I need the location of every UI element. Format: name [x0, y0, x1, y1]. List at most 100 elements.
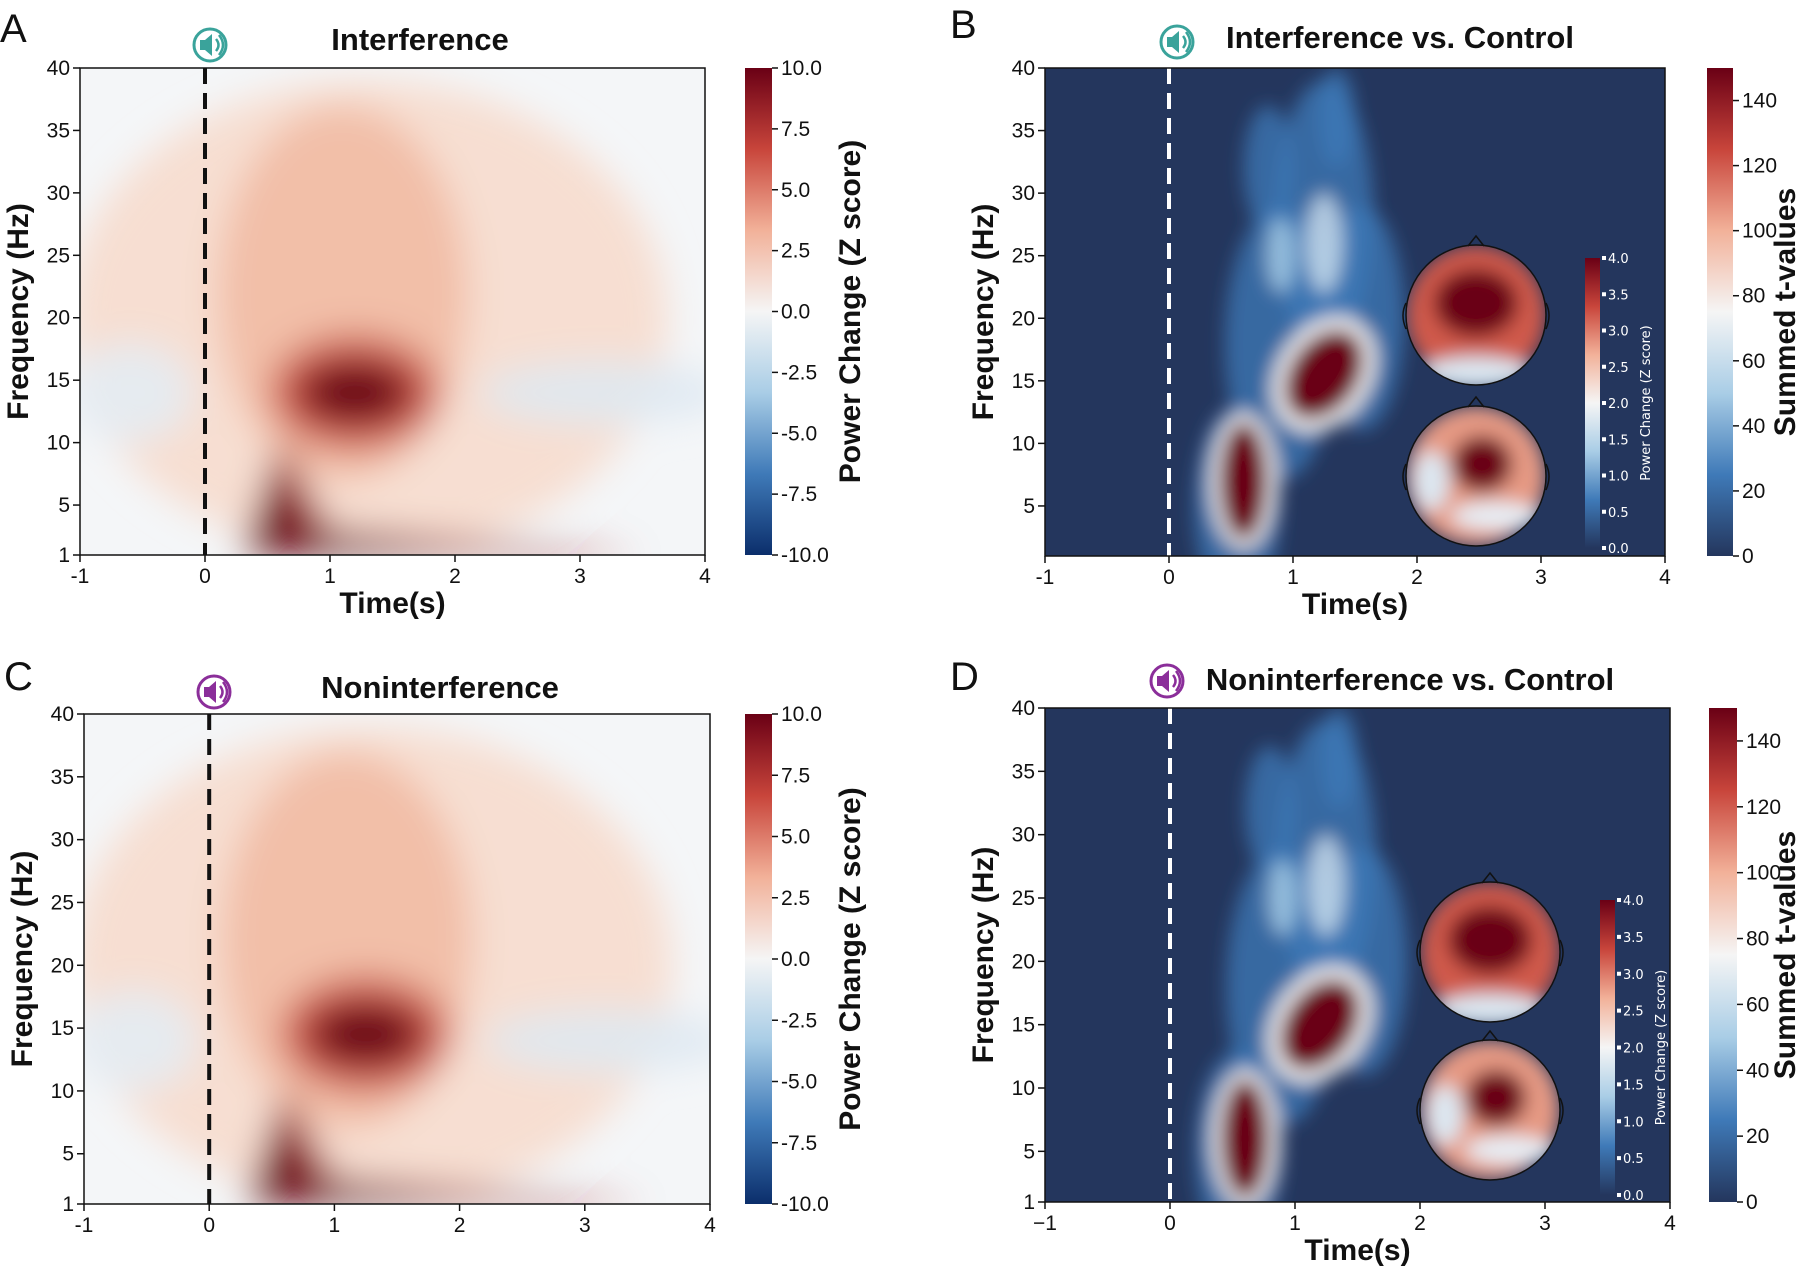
- topomap-colorbar-tick: [1617, 1193, 1621, 1197]
- x-tick-label: 3: [1535, 566, 1547, 589]
- colorbar-tick-label: -5.0: [781, 1071, 817, 1094]
- topomap-colorbar-tick: [1617, 1082, 1621, 1087]
- topomap-field: [1452, 436, 1512, 492]
- x-tick-label: 1: [324, 565, 336, 588]
- panel-title: Interference: [331, 22, 508, 57]
- y-tick-label: 40: [1012, 697, 1035, 720]
- colorbar-label: Power Change (Z score): [834, 787, 867, 1130]
- colorbar-tick-label: 60: [1742, 350, 1765, 373]
- topomap-colorbar-tick-label: 0.5: [1623, 1152, 1644, 1167]
- topomap-colorbar-tick: [1602, 546, 1606, 550]
- cluster-blob: [1317, 68, 1355, 169]
- ear: [1416, 939, 1421, 967]
- topomap-colorbar-tick: [1617, 898, 1621, 902]
- ear: [1545, 463, 1550, 491]
- x-tick-label: 0: [1163, 566, 1175, 589]
- y-tick-label: 35: [47, 119, 70, 142]
- topomap-colorbar-label: Power Change (Z score): [1654, 970, 1669, 1125]
- topomap-colorbar-tick: [1602, 437, 1606, 442]
- y-tick-label: 20: [51, 954, 74, 977]
- colorbar-tick-label: -10.0: [781, 544, 829, 567]
- y-axis-label: Frequency (Hz): [967, 204, 1000, 421]
- y-tick-label: 20: [47, 307, 70, 330]
- x-tick-label: 3: [574, 565, 586, 588]
- topomap-colorbar: [1585, 258, 1600, 548]
- colorbar-tick-label: 140: [1742, 90, 1777, 113]
- topomap-colorbar-tick-label: 3.0: [1623, 968, 1644, 983]
- x-tick-label: 2: [449, 565, 461, 588]
- topomaps: 4.0 3.5 3.0 2.5 2.0 1.5 1.0 0.5 0.0 Power Change …: [1416, 871, 1669, 1204]
- topomap-colorbar-tick: [1602, 401, 1606, 405]
- topomap-colorbar-tick: [1617, 1045, 1621, 1050]
- colorbar-tick-label: -2.5: [781, 361, 817, 384]
- x-tick-label: -1: [71, 565, 90, 588]
- nose: [1481, 871, 1499, 884]
- colorbar-tick-label: 5.0: [781, 179, 810, 202]
- y-tick-label: 30: [1012, 824, 1035, 847]
- topomap-colorbar-tick-label: 2.0: [1608, 397, 1629, 412]
- panel-letter: B: [950, 3, 977, 47]
- cluster-blob: [1305, 193, 1343, 294]
- topomap-field: [1466, 1070, 1526, 1126]
- topomap-colorbar-tick-label: 4.0: [1608, 252, 1629, 267]
- colorbar-tick-label: 100: [1746, 862, 1781, 885]
- colorbar-tick-label: 7.5: [781, 764, 810, 787]
- cluster-blob: [1243, 105, 1293, 231]
- topomap-colorbar-tick: [1602, 364, 1606, 369]
- ear: [1402, 302, 1407, 330]
- x-tick-label: 4: [699, 565, 711, 588]
- topomap-colorbar-tick: [1617, 1119, 1621, 1124]
- topomap-colorbar-tick: [1602, 509, 1606, 514]
- heatmap-blob: [248, 467, 455, 555]
- speaker-icon: [1149, 663, 1185, 699]
- ear: [1559, 1097, 1564, 1125]
- topomap-field: [1451, 502, 1541, 530]
- topomap-colorbar-tick-label: 4.0: [1623, 894, 1644, 909]
- topomap-colorbar-tick: [1617, 934, 1621, 939]
- y-tick-label: 20: [1012, 307, 1035, 330]
- speaker-icon: [192, 27, 228, 63]
- plot-frame: [1044, 707, 1671, 1203]
- y-tick-label: 5: [62, 1143, 74, 1166]
- speaker-icon: [196, 674, 232, 710]
- ear: [1559, 939, 1564, 967]
- colorbar-label: Power Change (Z score): [834, 140, 867, 483]
- x-tick-label: 2: [1411, 566, 1423, 589]
- x-tick-label: 2: [1414, 1212, 1426, 1235]
- colorbar-tick-label: -10.0: [781, 1193, 829, 1216]
- y-tick-label: 5: [1023, 1140, 1035, 1163]
- topomap-colorbar-tick: [1617, 971, 1621, 976]
- colorbar: [745, 714, 772, 1204]
- x-tick-label: 0: [203, 1214, 215, 1237]
- x-tick-label: 3: [579, 1214, 591, 1237]
- y-tick-label: 25: [1012, 245, 1035, 268]
- panel-a: A-1 0 1 2 3 41510152025303540Time(s)Frequency…: [0, 7, 867, 620]
- colorbar-tick-label: 20: [1742, 480, 1765, 503]
- y-tick-label: 35: [1012, 120, 1035, 143]
- nose: [1467, 234, 1485, 247]
- cluster-blob: [1267, 860, 1298, 936]
- cluster-blob: [1218, 421, 1269, 541]
- y-axis-label: Frequency (Hz): [2, 203, 35, 420]
- topomap-colorbar-tick-label: 1.5: [1623, 1078, 1644, 1093]
- y-tick-label: 15: [1012, 1014, 1035, 1037]
- y-axis-label: Frequency (Hz): [6, 851, 39, 1068]
- plot-frame: [79, 67, 706, 556]
- topomap-field: [1448, 906, 1532, 974]
- x-tick-label: 2: [454, 1214, 466, 1237]
- heatmap-blob: [480, 361, 705, 424]
- x-tick-label: 1: [329, 1214, 341, 1237]
- topomap-field: [1434, 269, 1518, 337]
- colorbar: [745, 68, 772, 555]
- colorbar-tick-label: 0.0: [781, 948, 810, 971]
- cluster-blob: [1307, 834, 1345, 936]
- topomap-colorbar-tick-label: 2.5: [1608, 361, 1629, 376]
- topomap-colorbar-tick-label: 0.0: [1608, 542, 1629, 557]
- heatmap-layer: [1195, 708, 1408, 1202]
- colorbar-tick-label: 10.0: [781, 57, 822, 80]
- y-tick-label: 20: [1012, 950, 1035, 973]
- heatmap-blob: [253, 1116, 460, 1204]
- panel-letter: A: [0, 7, 27, 51]
- y-tick-label: 30: [47, 182, 70, 205]
